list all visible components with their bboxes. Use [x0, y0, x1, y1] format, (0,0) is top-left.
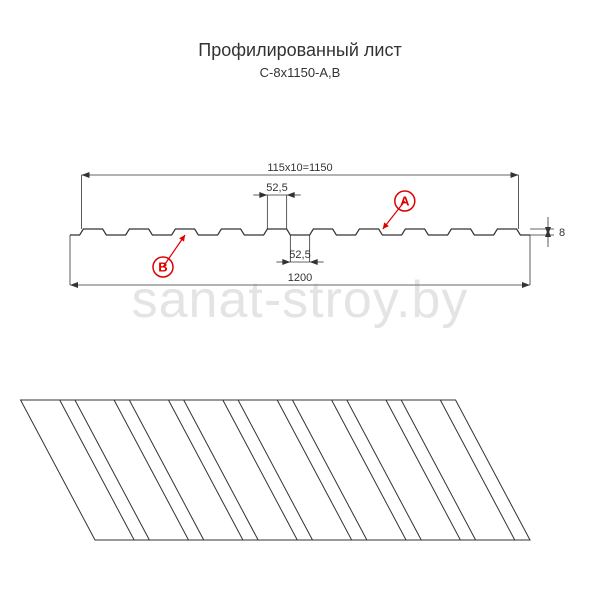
- drawing-area: 115х10=1150 52,5 52,5 1200 8 A B: [0, 140, 600, 600]
- dim-seg-lower: 52,5: [289, 249, 310, 261]
- page-title: Профилированный лист: [0, 40, 600, 61]
- technical-svg: 115х10=1150 52,5 52,5 1200 8 A B: [0, 140, 600, 600]
- marker-a-label: A: [400, 194, 410, 209]
- profile-path: [70, 229, 530, 235]
- marker-b-label: B: [158, 260, 167, 275]
- dim-seg-upper: 52,5: [266, 182, 287, 194]
- page-subtitle: С-8х1150-А,В: [0, 65, 600, 80]
- dim-bottom-total: 1200: [288, 272, 312, 284]
- dim-top-total: 115х10=1150: [267, 162, 332, 174]
- dim-height: 8: [559, 227, 565, 239]
